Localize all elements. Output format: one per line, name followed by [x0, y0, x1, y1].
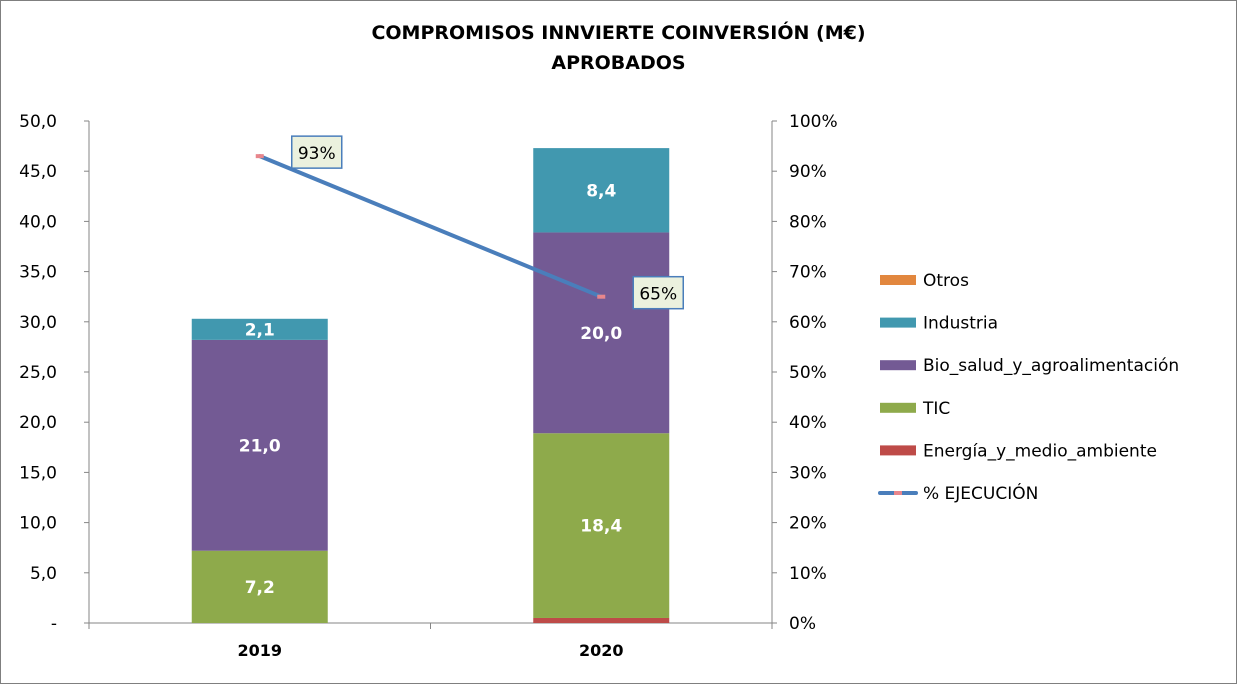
legend-swatch	[880, 402, 916, 413]
left-tick-label: 45,0	[19, 162, 57, 182]
bar-segment	[191, 550, 328, 623]
left-tick-label: 10,0	[19, 514, 57, 534]
bar-data-label: 8,4	[586, 181, 616, 201]
right-tick-label: 100%	[789, 112, 838, 132]
legend-swatch	[880, 275, 916, 285]
left-tick-label: 40,0	[19, 212, 57, 232]
left-tick-label: 30,0	[19, 313, 57, 333]
chart-title: COMPROMISOS INNVIERTE COINVERSIÓN (M€)	[371, 22, 866, 44]
bar-data-label: 18,4	[580, 517, 622, 537]
right-tick-label: 10%	[789, 564, 827, 584]
right-tick-label: 90%	[789, 162, 827, 182]
legend-swatch	[880, 445, 916, 456]
ejecucion-line	[257, 154, 604, 299]
bar-data-label: 2,1	[245, 320, 275, 340]
legend-label: TIC	[922, 399, 950, 419]
right-tick-label: 30%	[789, 463, 827, 483]
left-tick-label: 15,0	[19, 463, 57, 483]
legend-swatch	[880, 317, 916, 328]
legend-label: Energía_y_medio_ambiente	[923, 441, 1157, 461]
left-tick-label: -	[51, 614, 57, 634]
left-tick-label: 50,0	[19, 112, 57, 132]
ejecucion-marker	[255, 154, 264, 159]
ejecucion-marker	[597, 294, 606, 299]
x-tick-label: 2019	[237, 641, 282, 660]
chart-subtitle: APROBADOS	[551, 52, 686, 74]
legend-label: Industria	[923, 314, 998, 334]
bar-data-label: 7,2	[245, 578, 275, 598]
ejecucion-data-label: 93%	[298, 144, 336, 164]
bar-segment	[191, 318, 328, 340]
legend-swatch	[880, 360, 916, 371]
ejecucion-data-label: 65%	[639, 285, 677, 305]
legend-label: Otros	[923, 271, 969, 291]
right-tick-label: 60%	[789, 313, 827, 333]
ejecucion-label-box	[291, 135, 343, 169]
legend-label: Bio_salud_y_agroalimentación	[923, 356, 1179, 376]
bar-segment	[533, 148, 670, 233]
right-tick-label: 50%	[789, 363, 827, 383]
right-tick-label: 20%	[789, 514, 827, 534]
bar-data-label: 20,0	[580, 324, 622, 344]
right-tick-label: 40%	[789, 413, 827, 433]
right-tick-label: 0%	[789, 614, 816, 634]
bar-data-label: 21,0	[239, 436, 281, 456]
legend-label: % EJECUCIÓN	[923, 482, 1038, 504]
ejecucion-label-box	[632, 275, 684, 310]
left-tick-label: 35,0	[19, 263, 57, 283]
left-tick-label: 20,0	[19, 413, 57, 433]
bar-segment	[191, 339, 328, 551]
bar-segment	[533, 232, 670, 434]
bar-segment	[533, 617, 670, 623]
legend-line-marker	[894, 491, 902, 495]
left-tick-label: 5,0	[30, 564, 57, 584]
right-tick-label: 70%	[789, 263, 827, 283]
bar-segment	[533, 433, 670, 618]
x-tick-label: 2020	[579, 641, 624, 660]
left-tick-label: 25,0	[19, 363, 57, 383]
right-tick-label: 80%	[789, 212, 827, 232]
